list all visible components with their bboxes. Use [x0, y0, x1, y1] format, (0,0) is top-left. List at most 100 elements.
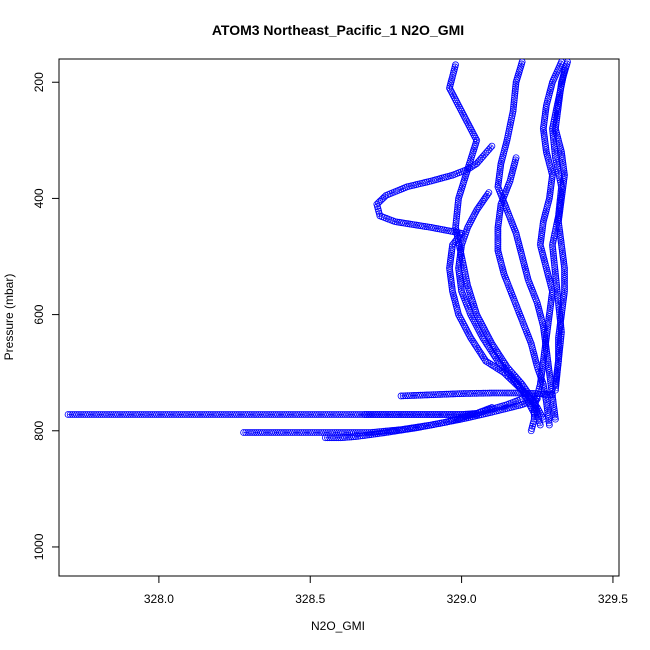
data-point [473, 389, 481, 397]
data-point [177, 411, 184, 418]
data-point [328, 434, 336, 442]
series-line [497, 157, 550, 426]
data-point [552, 384, 560, 392]
data-point [164, 411, 171, 418]
data-point [549, 394, 557, 402]
data-point [146, 411, 154, 418]
series-3 [446, 61, 544, 429]
data-point [549, 250, 557, 258]
data-point [544, 354, 551, 362]
data-point [551, 411, 559, 419]
data-point [492, 389, 500, 397]
data-point [556, 196, 564, 204]
data-point [552, 277, 560, 285]
data-point [456, 275, 464, 283]
data-point [453, 411, 461, 418]
data-point [120, 411, 128, 418]
data-point [123, 411, 130, 418]
data-point [79, 411, 87, 418]
data-point [367, 431, 375, 438]
data-point [276, 411, 284, 418]
data-point [129, 411, 137, 418]
data-point [541, 110, 549, 118]
data-point [527, 389, 535, 397]
data-point [446, 264, 453, 272]
data-point [545, 369, 553, 377]
data-point [313, 411, 321, 418]
data-point [543, 402, 551, 410]
data-point [404, 392, 411, 400]
data-point [455, 195, 462, 202]
data-point [545, 421, 553, 429]
data-point [296, 411, 303, 418]
data-point [517, 385, 525, 392]
data-point [427, 411, 435, 418]
data-point [511, 87, 519, 95]
data-point [530, 409, 538, 417]
data-point [105, 411, 113, 418]
data-point [84, 411, 91, 418]
data-point [541, 140, 549, 147]
data-point [397, 392, 405, 400]
data-point [553, 368, 561, 376]
data-point [541, 337, 549, 345]
data-point [272, 411, 280, 418]
data-point [410, 411, 418, 418]
data-point [361, 432, 369, 439]
series-6 [494, 154, 553, 429]
data-point [300, 429, 308, 436]
data-point [116, 411, 124, 418]
data-point [235, 411, 243, 418]
data-point [86, 411, 94, 418]
data-point [545, 367, 553, 374]
data-point [479, 197, 487, 205]
data-point [436, 391, 444, 398]
data-point [559, 156, 566, 164]
data-point [324, 411, 331, 418]
data-point [425, 391, 433, 399]
data-point [161, 411, 169, 418]
data-point [551, 147, 559, 155]
data-point [466, 390, 474, 397]
data-point [478, 199, 485, 207]
data-point [386, 411, 394, 418]
data-point [550, 143, 558, 150]
data-point [270, 411, 277, 418]
data-point [501, 389, 509, 397]
data-point [356, 411, 364, 418]
data-point [313, 429, 321, 436]
data-point [339, 411, 347, 418]
data-point [421, 411, 429, 418]
data-point [555, 299, 562, 307]
data-point [487, 346, 495, 354]
data-point [554, 297, 562, 305]
data-point [487, 361, 495, 368]
data-point [557, 237, 565, 245]
data-point [440, 411, 448, 418]
data-point [549, 132, 557, 139]
data-point [558, 152, 566, 160]
data-point [321, 411, 329, 418]
data-point [555, 353, 563, 360]
data-point [149, 411, 156, 418]
data-point [545, 415, 552, 423]
data-point [545, 365, 553, 372]
data-point [389, 428, 396, 435]
data-point [507, 389, 515, 397]
data-point [495, 213, 503, 221]
data-point [547, 300, 555, 308]
data-point [542, 390, 550, 398]
data-point [551, 413, 559, 421]
data-point [448, 279, 455, 287]
data-point [549, 241, 556, 249]
data-point [475, 203, 483, 210]
data-point [449, 411, 457, 418]
y-tick-label: 600 [32, 304, 46, 324]
data-point [552, 386, 559, 394]
data-point [447, 275, 455, 283]
data-point [540, 131, 548, 139]
data-point [280, 411, 288, 418]
data-point [537, 233, 545, 240]
data-point [71, 411, 78, 418]
data-point [447, 254, 455, 261]
